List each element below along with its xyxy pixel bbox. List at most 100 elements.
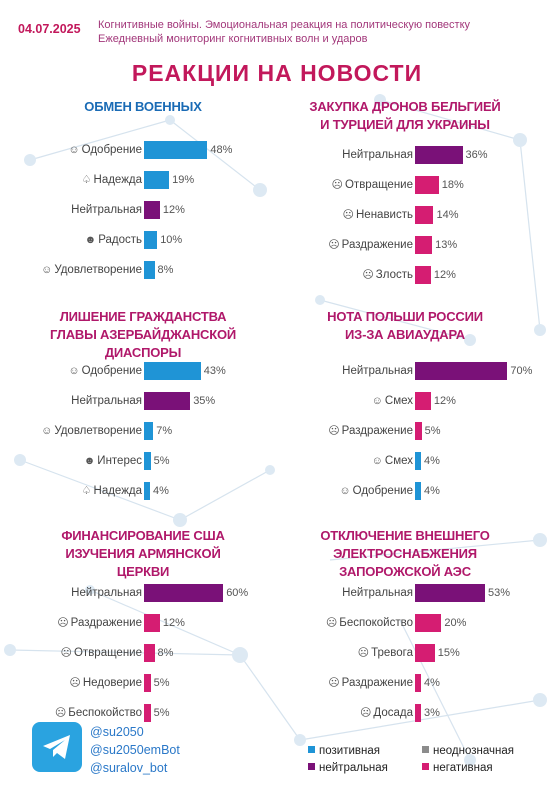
telegram-icon[interactable]	[32, 722, 82, 772]
bar	[144, 362, 201, 380]
category-label: ☹ Раздражение	[281, 422, 413, 440]
channel-link[interactable]: @su2050	[90, 725, 144, 739]
category-label: ☹ Раздражение	[10, 614, 142, 632]
emotion-icon: ☹	[54, 707, 67, 719]
chart-title-line: ЛИШЕНИЕ ГРАЖДАНСТВА	[59, 309, 227, 324]
category-label: ☺ Одобрение	[10, 141, 142, 159]
category-text: Раздражение	[341, 425, 413, 437]
legend-label: неоднозначная	[433, 745, 514, 757]
bar	[415, 674, 421, 692]
bar	[415, 422, 422, 440]
category-label: Нейтральная	[281, 146, 413, 164]
bar	[144, 392, 191, 410]
bar	[415, 362, 508, 380]
page-title: РЕАКЦИИ НА НОВОСТИ	[131, 60, 423, 86]
category-text: Ненависть	[356, 209, 413, 221]
category-text: Раздражение	[70, 617, 142, 629]
category-text: Злость	[375, 269, 413, 281]
chart-title-line: ЗАКУПКА ДРОНОВ БЕЛЬГИЕЙ	[309, 99, 501, 114]
bar	[144, 704, 151, 722]
bar	[144, 614, 160, 632]
category-text: Раздражение	[341, 239, 413, 251]
category-text: Одобрение	[81, 144, 142, 156]
value-label: 7%	[156, 425, 173, 437]
category-text: Надежда	[93, 174, 142, 186]
category-text: Нейтральная	[71, 587, 142, 599]
chart-title: ЗАКУПКА ДРОНОВ БЕЛЬГИЕЙ И ТУРЦИЕЙ ДЛЯ УК…	[285, 98, 525, 134]
emotion-icon: ☹	[331, 179, 343, 191]
category-text: Надежда	[93, 485, 142, 497]
category-text: Беспокойство	[68, 707, 142, 719]
legend-swatch	[308, 746, 315, 753]
emotion-icon: ☹	[328, 425, 340, 437]
chart-title-line: ОТКЛЮЧЕНИЕ ВНЕШНЕГО	[320, 528, 490, 543]
bar	[415, 614, 442, 632]
category-text: Отвращение	[344, 179, 413, 191]
value-label: 4%	[424, 677, 440, 689]
chart-title-line: ЗАПОРОЖСКОЙ АЭС	[339, 564, 471, 579]
value-label: 4%	[424, 455, 440, 467]
report-date: 04.07.2025	[18, 22, 81, 36]
emotion-icon: ☺	[371, 455, 383, 467]
legend-swatch	[422, 763, 429, 770]
value-label: 12%	[162, 617, 185, 629]
legend-item-ambiguous: неоднозначная	[422, 745, 514, 757]
category-label: Нейтральная	[10, 201, 142, 219]
chart-title-line: ИЗ-ЗА АВИАУДАРА	[345, 327, 465, 342]
legend-swatch	[422, 746, 429, 753]
value-label: 60%	[226, 587, 249, 599]
chart-title: ФИНАНСИРОВАНИЕ США ИЗУЧЕНИЯ АРМЯНСКОЙ ЦЕ…	[23, 527, 263, 581]
emotion-icon: ☹	[342, 209, 354, 221]
chart-title: ЛИШЕНИЕ ГРАЖДАНСТВА ГЛАВЫ АЗЕРБАЙДЖАНСКО…	[23, 308, 263, 362]
category-label: ☻ Интерес	[10, 452, 142, 470]
category-label: ♤ Надежда	[10, 482, 142, 500]
chart-title-line: ИЗУЧЕНИЯ АРМЯНСКОЙ	[65, 546, 221, 561]
category-text: Недоверие	[82, 677, 142, 689]
bar	[144, 452, 151, 470]
category-label: ☹ Беспокойство	[281, 614, 413, 632]
value-label: 12%	[162, 204, 185, 216]
bar	[415, 452, 421, 470]
value-label: 36%	[465, 149, 488, 161]
bar	[144, 171, 170, 189]
category-text: Нейтральная	[71, 204, 142, 216]
category-text: Нейтральная	[342, 149, 413, 161]
category-label: ☹ Злость	[281, 266, 413, 284]
value-label: 4%	[424, 485, 440, 497]
value-label: 8%	[157, 264, 174, 276]
category-label: ♤ Надежда	[10, 171, 142, 189]
bar	[144, 201, 160, 219]
bar	[415, 266, 431, 284]
chart-title-line: ГЛАВЫ АЗЕРБАЙДЖАНСКОЙ	[49, 327, 237, 342]
chart-title: НОТА ПОЛЬШИ РОССИИ ИЗ-ЗА АВИАУДАРА	[285, 308, 525, 344]
bar	[144, 674, 151, 692]
bot-link[interactable]: @su2050emBot	[90, 743, 180, 757]
emotion-icon: ☺	[371, 395, 383, 407]
emotion-icon: ☹	[57, 617, 69, 629]
category-label: ☺ Одобрение	[10, 362, 142, 380]
category-text: Интерес	[97, 455, 142, 467]
bar	[415, 146, 463, 164]
bot-link[interactable]: @suralov_bot	[90, 761, 168, 775]
value-label: 19%	[172, 174, 195, 186]
value-label: 15%	[437, 647, 460, 659]
value-label: 43%	[203, 365, 226, 377]
header-subtitle-line-2: Ежедневный мониторинг когнитивных волн и…	[98, 33, 368, 45]
chart-title-line: ДИАСПОРЫ	[104, 345, 182, 360]
category-text: Беспокойство	[339, 617, 413, 629]
category-text: Смех	[384, 455, 413, 467]
chart-title-line: ЦЕРКВИ	[116, 564, 170, 579]
category-text: Досада	[373, 707, 413, 719]
bar	[415, 236, 433, 254]
value-label: 14%	[436, 209, 459, 221]
category-label: ☻ Радость	[10, 231, 142, 249]
value-label: 18%	[441, 179, 464, 191]
value-label: 53%	[487, 587, 510, 599]
emotion-icon: ☹	[328, 239, 340, 251]
bar	[415, 482, 421, 500]
category-label: ☺ Одобрение	[281, 482, 413, 500]
category-label: ☹ Досада	[281, 704, 413, 722]
value-label: 12%	[433, 395, 456, 407]
emotion-icon: ♤	[81, 174, 92, 186]
